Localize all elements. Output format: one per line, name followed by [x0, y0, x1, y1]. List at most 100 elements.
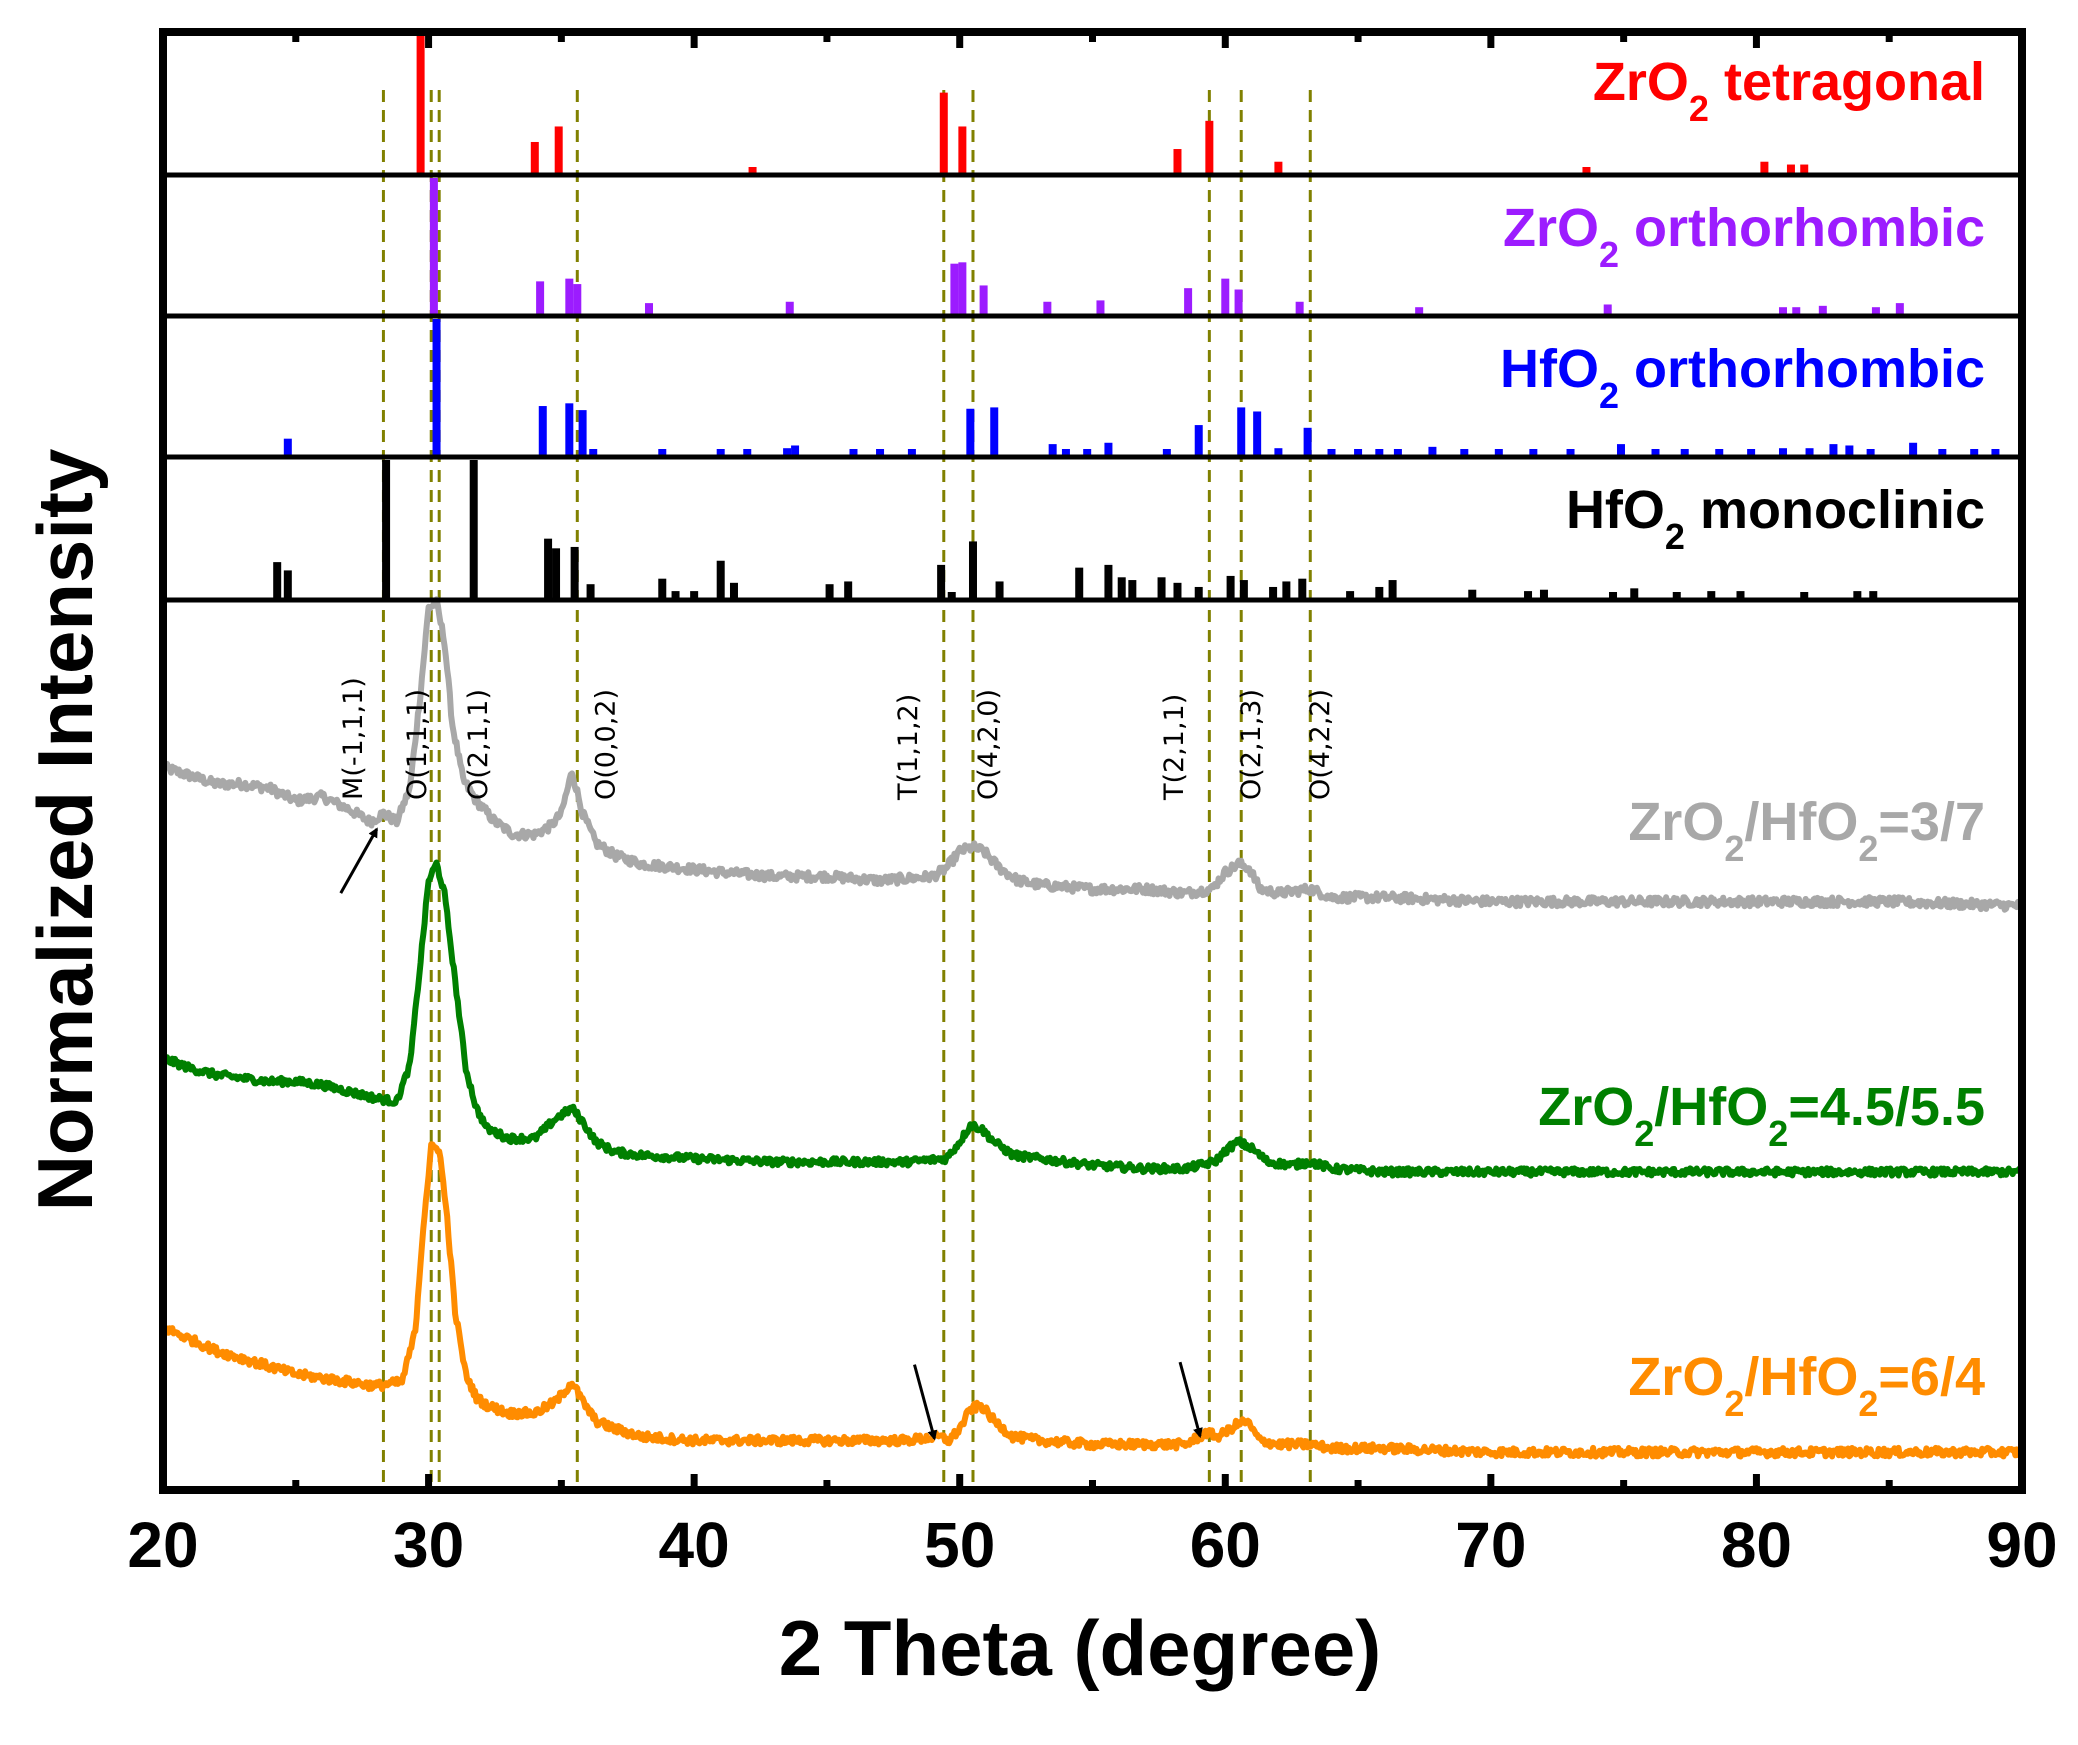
y-axis-title: Normalized Intensity	[21, 449, 109, 1212]
ref-peak-3-29	[1282, 581, 1291, 598]
ref-peak-1-4	[644, 303, 653, 314]
ref-peak-2-9	[783, 448, 792, 455]
ref-peak-2-0	[283, 438, 292, 455]
ref-peak-2-14	[966, 408, 975, 455]
ref-peak-2-30	[1428, 446, 1437, 455]
peak-label-6: T(2,1,1)	[1159, 694, 1190, 801]
ref-peak-2-37	[1680, 449, 1689, 455]
annotation-arrow-2	[1178, 1361, 1203, 1439]
ref-peak-2-12	[876, 449, 885, 455]
ref-peak-1-11	[1184, 288, 1193, 314]
ref-peak-2-6	[658, 449, 667, 455]
x-tick-label-40: 40	[659, 1509, 730, 1581]
x-tick-label-80: 80	[1721, 1509, 1792, 1581]
peak-label-7: O(2,1,3)	[1236, 689, 1267, 800]
ref-peak-3-40	[1707, 591, 1716, 598]
series-label-1: ZrO2/HfO2=4.5/5.5	[1538, 1077, 1985, 1154]
ref-peak-0-5	[958, 126, 967, 173]
ref-peak-3-35	[1524, 591, 1533, 598]
ref-peak-0-6	[1173, 149, 1182, 173]
ref-peak-2-44	[1866, 449, 1875, 455]
x-tick-label-50: 50	[924, 1509, 995, 1581]
ref-peak-2-4	[578, 410, 587, 455]
ref-peak-3-41	[1736, 591, 1745, 598]
ref-peak-1-3	[573, 284, 582, 314]
ref-peak-1-5	[785, 301, 794, 314]
ref-peak-0-8	[1274, 161, 1283, 173]
x-axis-title: 2 Theta (degree)	[779, 1604, 1381, 1692]
ref-peak-2-19	[1104, 442, 1113, 455]
ref-peak-2-21	[1194, 425, 1203, 455]
ref-peak-3-20	[1104, 564, 1113, 598]
series-label-2: ZrO2/HfO2=6/4	[1628, 1347, 1985, 1424]
ref-peak-0-2	[554, 126, 563, 173]
ref-peak-3-30	[1298, 578, 1307, 598]
ref-peak-1-21	[1895, 303, 1904, 314]
ref-peak-3-27	[1239, 580, 1248, 598]
ref-peak-2-31	[1460, 449, 1469, 455]
trace-0	[160, 596, 2024, 913]
ref-pattern-label-3: HfO2 monoclinic	[1566, 480, 1985, 557]
ref-peak-2-32	[1494, 449, 1503, 455]
ref-peak-3-38	[1630, 588, 1639, 598]
ref-peak-3-25	[1194, 586, 1203, 598]
ref-peak-2-43	[1845, 445, 1854, 455]
ref-peak-2-38	[1715, 449, 1724, 455]
trace-2	[161, 1141, 2025, 1460]
ref-peak-1-20	[1871, 307, 1880, 314]
peak-label-8: O(4,2,2)	[1305, 689, 1336, 800]
chart-labels: ZrO2 tetragonal ZrO2 orthorhombic HfO2 ort…	[21, 52, 2058, 1692]
ref-peak-1-12	[1221, 278, 1230, 314]
ref-peak-3-39	[1672, 592, 1681, 598]
ref-peak-3-14	[844, 581, 853, 598]
ref-peak-3-34	[1468, 589, 1477, 598]
ref-peak-0-1	[530, 141, 539, 173]
ref-peak-1-15	[1415, 307, 1424, 314]
ref-peak-3-5	[552, 548, 561, 598]
sample-traces	[160, 596, 2025, 1460]
ref-peak-0-11	[1786, 164, 1795, 173]
ref-peak-2-36	[1651, 449, 1660, 455]
x-tick-label-30: 30	[393, 1509, 464, 1581]
ref-peak-2-35	[1616, 444, 1625, 455]
ref-peak-3-12	[729, 582, 738, 598]
ref-peak-3-17	[968, 541, 977, 598]
ref-peak-2-24	[1274, 448, 1283, 455]
peak-label-3: O(0,0,2)	[590, 689, 621, 800]
ref-peak-2-7	[716, 449, 725, 455]
ref-peak-2-26	[1327, 449, 1336, 455]
ref-peak-2-28	[1375, 449, 1384, 455]
ref-peak-2-33	[1529, 449, 1538, 455]
ref-peak-3-21	[1117, 577, 1126, 598]
ref-peak-2-13	[907, 449, 916, 455]
ref-peak-2-10	[791, 445, 800, 455]
ref-peak-1-18	[1792, 307, 1801, 314]
reference-pattern-bars	[273, 32, 2000, 598]
ref-peak-3-11	[716, 560, 725, 598]
peak-label-1: O(1,1,1)	[402, 689, 433, 800]
ref-peak-3-13	[825, 584, 834, 598]
ref-peak-0-0	[416, 32, 425, 173]
ref-peak-2-34	[1566, 449, 1575, 455]
ref-peak-3-33	[1388, 580, 1397, 598]
series-label-0: ZrO2/HfO2=3/7	[1628, 792, 1985, 869]
ref-peak-2-46	[1938, 449, 1947, 455]
ref-peak-3-43	[1853, 591, 1862, 598]
ref-peak-2-2	[538, 406, 547, 455]
plot-frame	[159, 28, 2026, 1494]
ref-peak-2-5	[589, 449, 598, 455]
x-tick-label-70: 70	[1455, 1509, 1526, 1581]
ref-peak-2-25	[1303, 427, 1312, 455]
peak-label-0: M(-1,1,1)	[338, 677, 369, 800]
ref-peak-0-10	[1760, 161, 1769, 173]
ref-peak-3-15	[937, 564, 946, 598]
ref-peak-3-18	[995, 581, 1004, 598]
peak-label-5: O(4,2,0)	[973, 689, 1004, 800]
axis-ticks	[292, 32, 1893, 1490]
ref-pattern-label-2: HfO2 orthorhombic	[1500, 339, 1985, 416]
ref-peak-0-4	[939, 92, 948, 173]
ref-pattern-label-1: ZrO2 orthorhombic	[1503, 198, 1985, 275]
peak-label-2: O(2,1,1)	[463, 689, 494, 800]
ref-peak-2-48	[1991, 449, 2000, 455]
